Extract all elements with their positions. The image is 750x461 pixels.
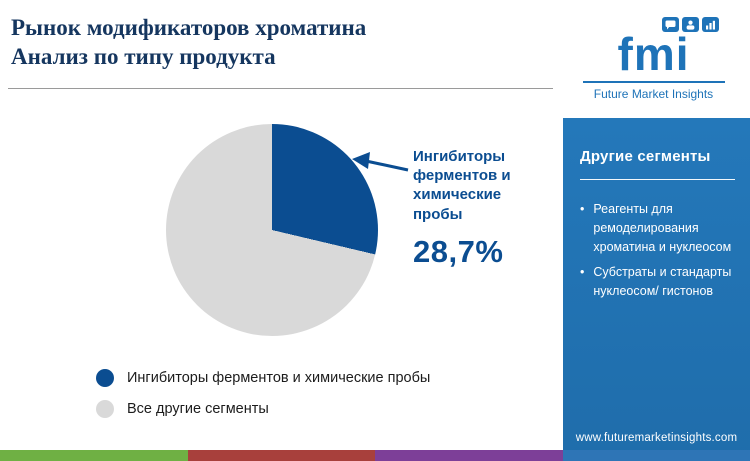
sidebar: fmi Future Market Insights Другие сегмен… — [557, 0, 750, 461]
title-line-1: Рынок модификаторов хроматина — [11, 15, 367, 40]
chat-icon — [661, 17, 679, 33]
slice-annotation-value: 28,7% — [413, 233, 504, 269]
sidebar-item-substrates: Субстраты и стандарты нуклеосом/ гистоно… — [593, 265, 732, 298]
legend-item-others: Все другие сегменты — [96, 400, 430, 418]
fmi-logo: fmi Future Market Insights — [582, 17, 725, 101]
title-line-2: Анализ по типу продукта — [11, 44, 276, 70]
legend-swatch-blue — [96, 369, 114, 387]
slice-annotation: Ингибиторы ферментов и химические пробы … — [413, 147, 539, 270]
footer-stripe-blue — [562, 450, 750, 461]
sidebar-item-reagents: Реагенты для ремоделирования хроматина и… — [593, 202, 732, 254]
user-icon — [681, 17, 699, 33]
footer-stripe — [0, 450, 750, 461]
legend-swatch-gray — [96, 400, 114, 418]
header-divider — [8, 88, 553, 89]
footer-stripe-purple — [375, 450, 563, 461]
sidebar-bullet-list: • Реагенты для ремоделирования хроматина… — [580, 200, 735, 301]
legend-label-inhibitors: Ингибиторы ферментов и химические пробы — [127, 370, 431, 386]
main-area: Рынок модификаторов хроматина Анализ по … — [0, 0, 557, 431]
list-item: • Субстраты и стандарты нуклеосом/ гисто… — [580, 263, 735, 301]
pie-chart — [166, 124, 378, 336]
chart-icon — [701, 17, 719, 33]
logo-tagline: Future Market Insights — [593, 86, 714, 101]
logo-icons — [661, 17, 719, 33]
logo-rule — [582, 80, 725, 83]
legend-item-inhibitors: Ингибиторы ферментов и химические пробы — [96, 369, 430, 387]
bullet-icon: • — [580, 202, 585, 216]
sidebar-panel: Другие сегменты • Реагенты для ремоделир… — [557, 118, 750, 461]
logo-area: fmi Future Market Insights — [557, 0, 750, 118]
legend-label-others: Все другие сегменты — [127, 401, 269, 417]
logo-text: fmi — [617, 28, 690, 81]
bullet-icon: • — [580, 265, 585, 280]
header: Рынок модификаторов хроматина Анализ по … — [0, 0, 557, 72]
page-title: Рынок модификаторов хроматина Анализ по … — [11, 13, 543, 72]
chart-legend: Ингибиторы ферментов и химические пробы … — [96, 369, 430, 431]
slice-annotation-label: Ингибиторы ферментов и химические пробы — [413, 148, 511, 223]
callout-arrow-icon — [352, 152, 409, 172]
sidebar-heading: Другие сегменты — [580, 148, 711, 165]
footer-stripe-red — [187, 450, 375, 461]
website-link[interactable]: www.futuremarketinsights.com — [575, 432, 738, 444]
sidebar-heading-rule — [580, 179, 735, 180]
list-item: • Реагенты для ремоделирования хроматина… — [580, 200, 735, 256]
footer-stripe-green — [0, 450, 188, 461]
